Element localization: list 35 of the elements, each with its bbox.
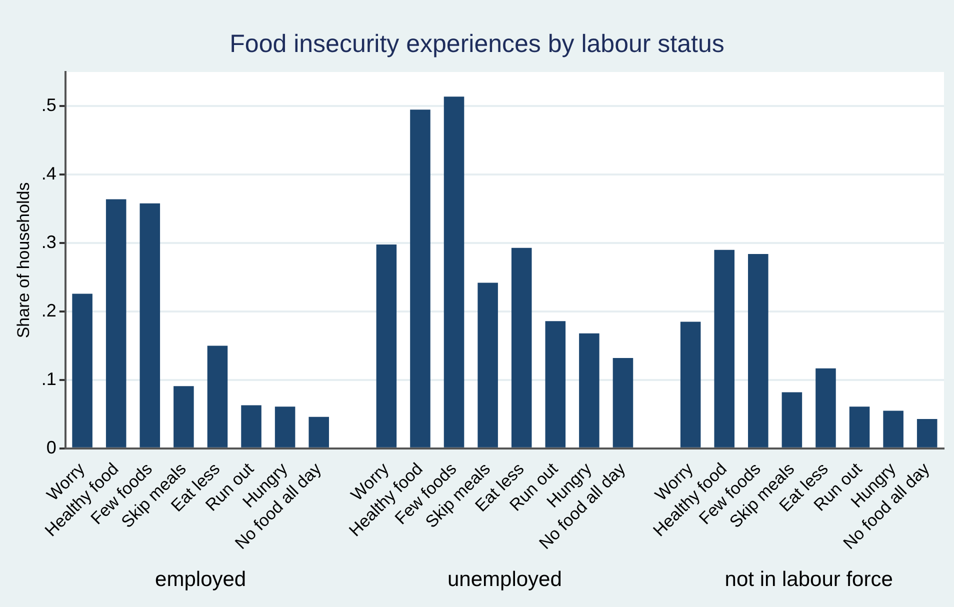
bar xyxy=(916,418,938,448)
text: employed xyxy=(155,568,246,591)
text: unemployed xyxy=(447,568,562,591)
bar xyxy=(714,250,734,448)
bar xyxy=(106,199,126,448)
bar xyxy=(274,406,296,448)
y-tick-label: .5 xyxy=(41,95,56,116)
bar xyxy=(174,386,194,448)
bar xyxy=(410,110,430,448)
bar xyxy=(612,358,634,448)
bar xyxy=(816,368,836,448)
bar xyxy=(748,254,768,448)
chart-title: Food insecurity experiences by labour status xyxy=(230,30,724,58)
bar xyxy=(545,321,566,448)
bar xyxy=(72,294,92,448)
bar xyxy=(241,405,262,448)
bar xyxy=(849,406,870,448)
y-axis-title: Share of households xyxy=(14,182,33,338)
bar xyxy=(140,203,160,448)
bar xyxy=(308,416,329,448)
y-tick-label: 0 xyxy=(46,437,56,458)
bar xyxy=(444,96,464,448)
y-tick-label: .1 xyxy=(41,368,56,389)
y-tick-label: .3 xyxy=(41,232,56,252)
bar xyxy=(680,322,701,448)
bar xyxy=(207,346,228,448)
y-tick-label: .4 xyxy=(41,164,56,184)
bar xyxy=(782,392,802,448)
y-tick-label: .2 xyxy=(41,300,56,320)
bar xyxy=(579,333,600,448)
text: not in labour force xyxy=(724,568,893,591)
bar xyxy=(376,244,397,448)
bar xyxy=(883,410,904,448)
bar xyxy=(511,248,532,448)
bar xyxy=(478,282,498,448)
